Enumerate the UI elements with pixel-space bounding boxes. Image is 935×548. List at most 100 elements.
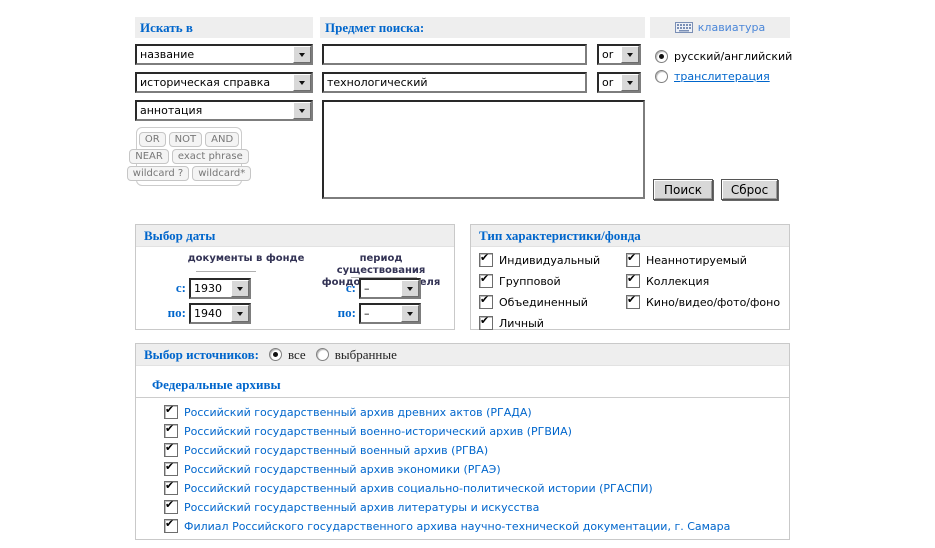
- date-selection-header: Выбор даты: [136, 225, 454, 247]
- archive-row[interactable]: ✔ Российский государственный архив литер…: [164, 498, 540, 514]
- radio-icon[interactable]: [315, 348, 329, 361]
- checkbox-checked-icon[interactable]: ✔: [164, 517, 178, 533]
- field-select-2-value: историческая справка: [140, 76, 271, 89]
- archive-row[interactable]: ✔ Российский государственный архив древн…: [164, 403, 532, 419]
- archive-link[interactable]: Филиал Российского государственного архи…: [184, 519, 731, 533]
- checkbox-checked-icon[interactable]: ✔: [164, 441, 178, 457]
- radio-icon[interactable]: [655, 70, 668, 83]
- field-select-2[interactable]: историческая справка: [135, 72, 313, 93]
- date-from-fund-value: 1930: [194, 282, 222, 295]
- fund-type-label: Групповой: [499, 274, 561, 288]
- transliteration-link[interactable]: транслитерация: [674, 70, 770, 83]
- keyboard-icon[interactable]: [674, 22, 693, 33]
- checkbox-checked-icon[interactable]: ✔: [626, 293, 640, 309]
- checkbox-checked-icon[interactable]: ✔: [479, 272, 493, 288]
- sources-option-all[interactable]: все: [268, 347, 306, 363]
- radio-icon[interactable]: [268, 348, 282, 361]
- fund-type-panel: Тип характеристики/фонда ✔ Индивидуальны…: [470, 224, 790, 330]
- language-option-russian[interactable]: русский/английский: [655, 50, 792, 63]
- field-select-1[interactable]: название: [135, 44, 313, 65]
- date-from-select-fund[interactable]: 1930: [189, 278, 251, 299]
- search-subject-textarea[interactable]: [322, 100, 645, 199]
- checkbox-checked-icon[interactable]: ✔: [479, 314, 493, 330]
- date-col1-to-label: по:: [167, 305, 186, 320]
- checkbox-checked-icon[interactable]: ✔: [164, 498, 178, 514]
- fund-type-group[interactable]: ✔ Групповой: [479, 272, 561, 288]
- operator-not-button[interactable]: NOT: [168, 132, 203, 147]
- sources-option-selected[interactable]: выбранные: [315, 347, 397, 363]
- operator-near-button[interactable]: NEAR: [129, 149, 169, 164]
- fund-type-label: Индивидуальный: [499, 253, 601, 267]
- fund-type-personal[interactable]: ✔ Личный: [479, 314, 544, 330]
- checkbox-checked-icon[interactable]: ✔: [164, 403, 178, 419]
- keyboard-link[interactable]: клавиатура: [697, 21, 766, 34]
- date-to-fund-value: 1940: [194, 307, 222, 320]
- operator-select-2[interactable]: or: [597, 72, 641, 93]
- checkbox-checked-icon[interactable]: ✔: [479, 293, 493, 309]
- search-term-input-2[interactable]: [322, 72, 587, 93]
- operator-wildcard-star-button[interactable]: wildcard*: [192, 166, 252, 181]
- date-to-select-fund[interactable]: 1940: [189, 303, 251, 324]
- archive-link[interactable]: Российский государственный архив древних…: [184, 405, 532, 419]
- operator-exact-phrase-button[interactable]: exact phrase: [171, 149, 249, 164]
- checkbox-checked-icon[interactable]: ✔: [626, 251, 640, 267]
- dropdown-arrow-icon[interactable]: [621, 74, 639, 91]
- dropdown-arrow-icon[interactable]: [401, 305, 419, 322]
- language-option-russian-label: русский/английский: [674, 50, 793, 63]
- operator-and-button[interactable]: AND: [205, 132, 240, 147]
- checkbox-checked-icon[interactable]: ✔: [164, 460, 178, 476]
- search-subject-header: Предмет поиска:: [320, 17, 645, 38]
- date-from-select-creator[interactable]: –: [359, 278, 421, 299]
- fund-type-collection[interactable]: ✔ Коллекция: [626, 272, 709, 288]
- field-select-3[interactable]: аннотация: [135, 100, 313, 121]
- date-to-select-creator[interactable]: –: [359, 303, 421, 324]
- search-term-input-1[interactable]: [322, 44, 587, 65]
- search-button[interactable]: Поиск: [653, 179, 713, 200]
- fund-type-individual[interactable]: ✔ Индивидуальный: [479, 251, 601, 267]
- radio-icon[interactable]: [655, 50, 668, 63]
- col2-underline: [351, 277, 417, 278]
- dropdown-arrow-icon[interactable]: [621, 46, 639, 63]
- reset-button[interactable]: Сброс: [721, 179, 778, 200]
- archive-row[interactable]: ✔ Российский государственный архив эконо…: [164, 460, 501, 476]
- archive-link[interactable]: Российский государственный военный архив…: [184, 443, 489, 457]
- archive-row[interactable]: ✔ Российский государственный архив социа…: [164, 479, 653, 495]
- operator-select-1-value: or: [602, 48, 614, 61]
- archive-link[interactable]: Российский государственный военно-истори…: [184, 424, 572, 438]
- search-in-header: Искать в: [135, 17, 313, 38]
- dropdown-arrow-icon[interactable]: [231, 280, 249, 297]
- checkbox-checked-icon[interactable]: ✔: [626, 272, 640, 288]
- archive-link[interactable]: Российский государственный архив социаль…: [184, 481, 653, 495]
- checkbox-checked-icon[interactable]: ✔: [164, 422, 178, 438]
- sources-header: Выбор источников: все выбранные: [136, 344, 789, 366]
- fund-type-label: Объединенный: [499, 295, 588, 309]
- archive-row[interactable]: ✔ Российский государственный военный арх…: [164, 441, 489, 457]
- fund-type-united[interactable]: ✔ Объединенный: [479, 293, 588, 309]
- language-option-transliteration[interactable]: транслитерация: [655, 70, 770, 83]
- fund-type-title: Тип характеристики/фонда: [479, 227, 641, 243]
- checkbox-checked-icon[interactable]: ✔: [164, 479, 178, 495]
- operator-or-button[interactable]: OR: [138, 132, 166, 147]
- dropdown-arrow-icon[interactable]: [293, 102, 311, 119]
- archive-link[interactable]: Российский государственный архив литерат…: [184, 500, 540, 514]
- fund-type-unannotated[interactable]: ✔ Неаннотируемый: [626, 251, 747, 267]
- dropdown-arrow-icon[interactable]: [231, 305, 249, 322]
- field-select-1-value: название: [140, 48, 195, 61]
- date-col1-from-label: с:: [175, 280, 186, 295]
- date-selection-panel: Выбор даты документы в фонде период суще…: [135, 224, 455, 330]
- archive-row[interactable]: ✔ Российский государственный военно-исто…: [164, 422, 572, 438]
- archive-link[interactable]: Российский государственный архив экономи…: [184, 462, 501, 476]
- operators-box: OR NOT AND NEAR exact phrase wildcard ? …: [126, 127, 252, 186]
- fund-type-label: Неаннотируемый: [646, 253, 747, 267]
- fund-type-label: Кино/видео/фото/фоно: [646, 295, 781, 309]
- operator-wildcard-q-button[interactable]: wildcard ?: [126, 166, 190, 181]
- operator-select-1[interactable]: or: [597, 44, 641, 65]
- checkbox-checked-icon[interactable]: ✔: [479, 251, 493, 267]
- dropdown-arrow-icon[interactable]: [401, 280, 419, 297]
- fund-type-media[interactable]: ✔ Кино/видео/фото/фоно: [626, 293, 781, 309]
- search-in-title: Искать в: [140, 19, 193, 35]
- search-subject-title: Предмет поиска:: [325, 19, 425, 35]
- dropdown-arrow-icon[interactable]: [293, 74, 311, 91]
- dropdown-arrow-icon[interactable]: [293, 46, 311, 63]
- archive-row[interactable]: ✔ Филиал Российского государственного ар…: [164, 517, 731, 533]
